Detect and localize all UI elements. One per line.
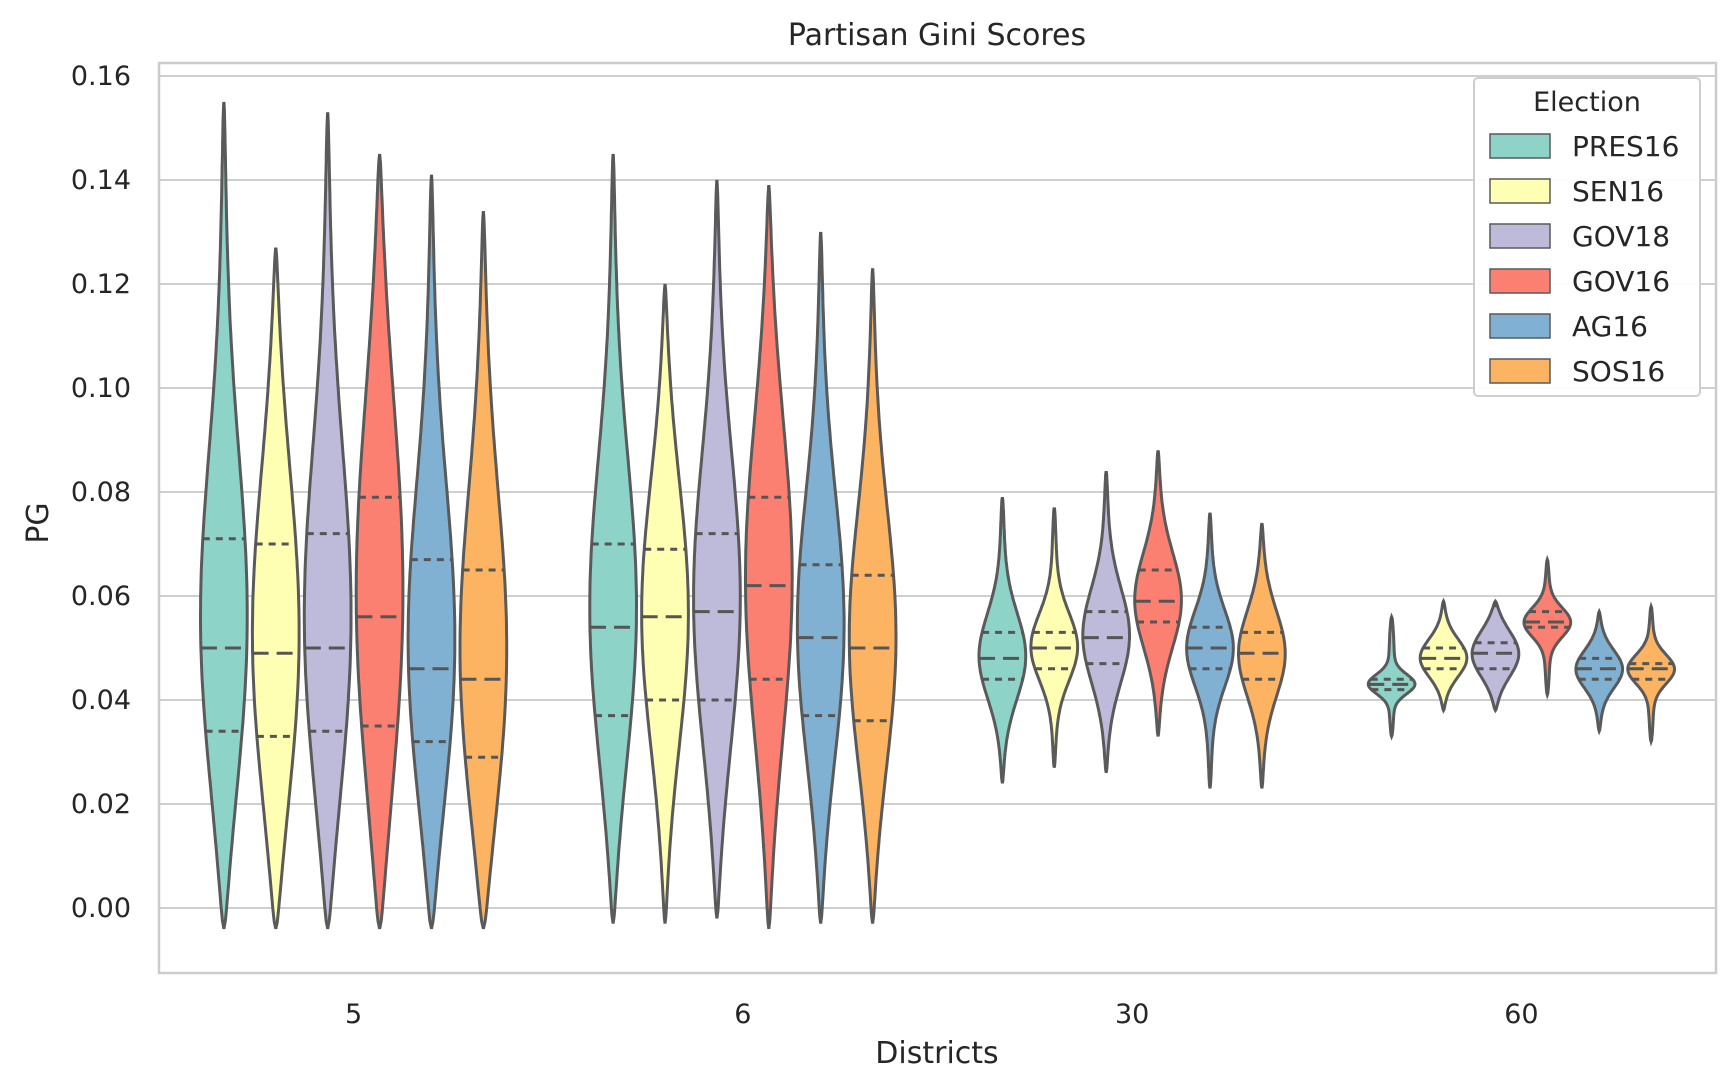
violin-gov18-5 <box>302 112 353 930</box>
violin-pres16-6 <box>588 153 638 924</box>
x-tick-label: 30 <box>1115 999 1149 1030</box>
legend-items: PRES16 SEN16 GOV18 GOV16 AG16 SOS16 <box>1489 130 1679 388</box>
violin-gov18-60 <box>1470 598 1521 714</box>
y-tick-label: 0.04 <box>71 685 131 716</box>
legend-label-gov18: GOV18 <box>1572 220 1670 253</box>
violin-ag16-6 <box>795 231 846 924</box>
legend-label-sos16: SOS16 <box>1572 355 1665 388</box>
violin-gov16-30 <box>1133 450 1183 737</box>
y-tick-label: 0.16 <box>71 61 131 92</box>
y-tick-label: 0.00 <box>71 893 131 924</box>
x-tick-labels: 5 6 30 60 <box>345 999 1539 1030</box>
legend: Election PRES16 SEN16 GOV18 GOV16 AG16 SOS16 <box>1473 77 1701 397</box>
violin-sen16-30 <box>1029 507 1080 768</box>
violin-sen16-5 <box>250 247 301 930</box>
violin-layer <box>199 101 1676 930</box>
legend-swatch-gov18 <box>1489 223 1551 249</box>
violin-pres16-60 <box>1366 612 1417 741</box>
y-axis-label: PG <box>21 502 56 543</box>
violin-sos16-6 <box>847 268 898 924</box>
y-tick-label: 0.12 <box>71 269 131 300</box>
violin-sos16-30 <box>1237 522 1287 789</box>
violin-gov16-5 <box>354 153 405 930</box>
y-tick-label: 0.06 <box>71 581 131 612</box>
x-tick-label: 60 <box>1504 999 1538 1030</box>
y-tick-label: 0.14 <box>71 165 131 196</box>
legend-title: Election <box>1533 87 1641 118</box>
legend-swatch-pres16 <box>1489 133 1551 159</box>
legend-label-gov16: GOV16 <box>1572 265 1670 298</box>
violin-gov16-6 <box>744 185 794 929</box>
x-tick-label: 5 <box>345 999 362 1030</box>
y-tick-label: 0.08 <box>71 477 131 508</box>
violin-ag16-5 <box>406 174 457 930</box>
chart-title: Partisan Gini Scores <box>788 18 1086 53</box>
violin-sos16-60 <box>1626 601 1676 747</box>
violin-gov18-6 <box>692 179 742 919</box>
legend-label-ag16: AG16 <box>1572 310 1648 343</box>
violin-sen16-6 <box>640 283 690 924</box>
y-tick-label: 0.02 <box>71 789 131 820</box>
violin-ag16-30 <box>1185 512 1235 789</box>
x-tick-label: 6 <box>734 999 751 1030</box>
violin-pres16-30 <box>977 496 1028 784</box>
violin-sen16-60 <box>1418 597 1469 714</box>
y-tick-labels: 0.00 0.02 0.04 0.06 0.08 0.10 0.12 0.14 0.16 <box>71 61 131 924</box>
y-tick-label: 0.10 <box>71 373 131 404</box>
legend-swatch-ag16 <box>1489 313 1551 339</box>
legend-swatch-sos16 <box>1489 358 1551 384</box>
violin-ag16-60 <box>1574 607 1625 736</box>
legend-label-sen16: SEN16 <box>1572 175 1664 208</box>
legend-swatch-sen16 <box>1489 178 1551 204</box>
legend-swatch-gov16 <box>1489 268 1551 294</box>
plot-frame <box>157 61 1718 975</box>
x-axis-label: Districts <box>875 1036 998 1071</box>
legend-label-pres16: PRES16 <box>1572 130 1679 163</box>
violin-gov18-30 <box>1081 470 1131 774</box>
